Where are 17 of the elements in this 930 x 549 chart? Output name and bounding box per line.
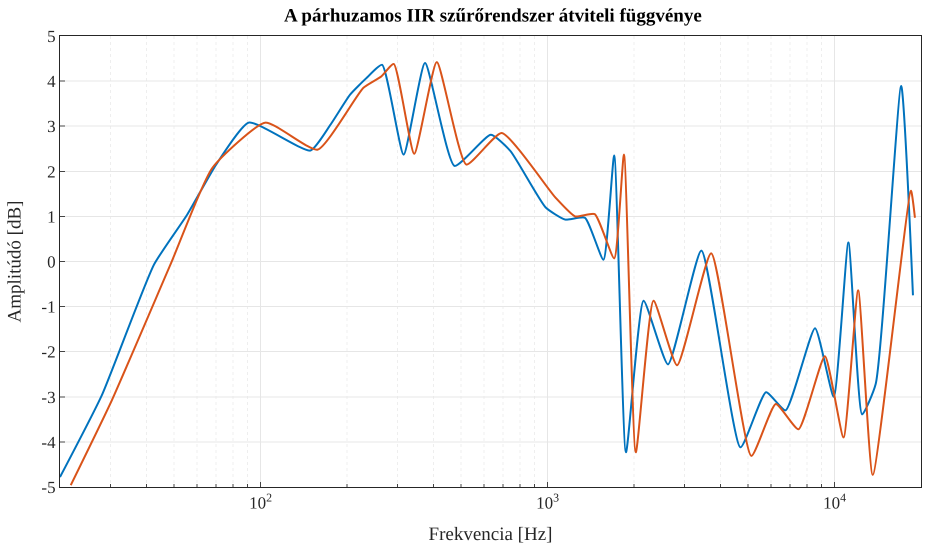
y-tick-label: -4: [41, 432, 56, 452]
y-tick-label: -5: [41, 478, 56, 497]
y-tick-label: -3: [41, 388, 56, 407]
chart-title: A párhuzamos IIR szűrőrendszer átviteli függvénye: [284, 6, 702, 27]
y-tick-label: 4: [47, 72, 56, 92]
y-tick-label: 1: [47, 207, 56, 226]
x-axis-title: Frekvencia [Hz]: [428, 524, 552, 546]
y-tick-label: 3: [47, 117, 56, 136]
y-tick-label: -2: [41, 342, 56, 362]
y-tick-label: 0: [47, 252, 56, 272]
y-tick-label: -1: [41, 298, 56, 317]
y-axis-title: Amplitúdó [dB]: [4, 200, 26, 322]
y-tick-label: 5: [47, 26, 56, 46]
y-tick-label: 2: [47, 162, 56, 182]
x-tick-label: 10$^{2}$: [249, 490, 272, 512]
x-tick-label: 10$^{4}$: [823, 490, 846, 512]
x-tick-label: 10$^{3}$: [536, 490, 560, 512]
